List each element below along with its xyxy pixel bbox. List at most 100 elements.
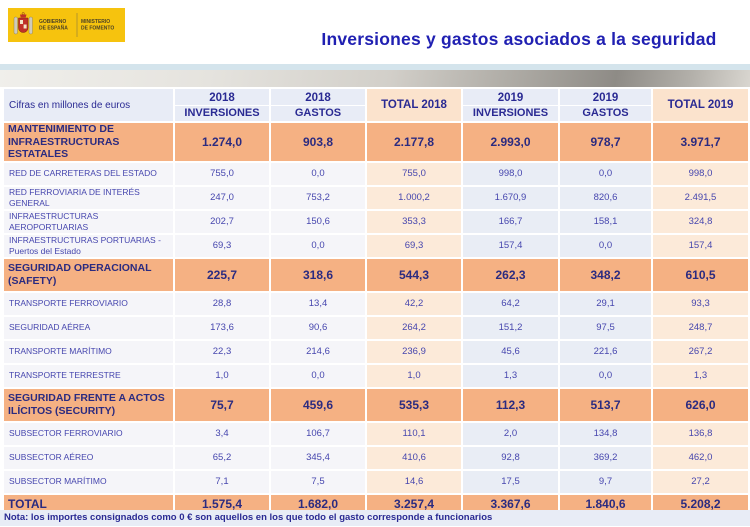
value-cell: 998,0 <box>651 160 750 187</box>
value-cell: 75,7 <box>173 386 271 423</box>
col-header-kind: INVERSIONES <box>176 105 268 119</box>
col-header-kind: INVERSIONES <box>464 105 557 119</box>
table-header-row: Cifras en millones de euros 2018 INVERSI… <box>2 87 750 123</box>
value-cell: 22,3 <box>173 338 271 365</box>
value-cell: 247,0 <box>173 184 271 211</box>
value-cell: 3.971,7 <box>651 121 750 163</box>
col-header-total-2019: TOTAL 2019 <box>651 87 750 123</box>
value-cell: 459,6 <box>269 386 367 423</box>
value-cell: 1,3 <box>461 362 560 389</box>
value-cell: 267,2 <box>651 338 750 365</box>
value-cell: 353,3 <box>365 208 463 235</box>
value-cell: 236,9 <box>365 338 463 365</box>
value-cell: 264,2 <box>365 314 463 341</box>
col-header-year: 2019 <box>497 92 524 104</box>
value-cell: 65,2 <box>173 444 271 471</box>
spain-coat-of-arms-icon <box>13 12 33 35</box>
row-label-cell: TRANSPORTE MARÍTIMO <box>2 338 175 365</box>
value-cell: 69,3 <box>173 232 271 259</box>
row-label-cell: SUBSECTOR AÉREO <box>2 444 175 471</box>
value-cell: 755,0 <box>365 160 463 187</box>
table-row: INFRAESTRUCTURAS PORTUARIAS - Puertos de… <box>2 232 750 259</box>
value-cell: 544,3 <box>365 256 463 293</box>
col-header-2018-gastos: 2018 GASTOS <box>269 87 367 123</box>
security-investments-table: Cifras en millones de euros 2018 INVERSI… <box>2 87 750 516</box>
value-cell: 157,4 <box>461 232 560 259</box>
col-header-kind: GASTOS <box>272 105 364 119</box>
table-body: MANTENIMIENTO DE INFRAESTRUCTURAS ESTATA… <box>2 121 750 516</box>
logo-government-label-line1: GOBIERNO <box>39 19 66 25</box>
logo-ministry-label-line1: MINISTERIO <box>81 19 110 25</box>
value-cell: 1,3 <box>651 362 750 389</box>
table-row: SUBSECTOR MARÍTIMO 7,1 7,5 14,6 17,5 9,7 27,2 <box>2 468 750 495</box>
value-cell: 324,8 <box>651 208 750 235</box>
value-cell: 2.993,0 <box>461 121 560 163</box>
value-cell: 2,0 <box>461 420 560 447</box>
value-cell: 110,1 <box>365 420 463 447</box>
value-cell: 348,2 <box>558 256 653 293</box>
logo-ministry-label-line2: DE FOMENTO <box>81 26 114 32</box>
value-cell: 753,2 <box>269 184 367 211</box>
value-cell: 3,4 <box>173 420 271 447</box>
row-label-cell: SUBSECTOR FERROVIARIO <box>2 420 175 447</box>
value-cell: 345,4 <box>269 444 367 471</box>
value-cell: 7,5 <box>269 468 367 495</box>
col-header-2018-inversiones: 2018 INVERSIONES <box>173 87 271 123</box>
table-row: SUBSECTOR AÉREO 65,2 345,4 410,6 92,8 369,2 46… <box>2 444 750 471</box>
value-cell: 28,8 <box>173 290 271 317</box>
table-row: INFRAESTRUCTURAS AEROPORTUARIAS 202,7 150,… <box>2 208 750 235</box>
value-cell: 64,2 <box>461 290 560 317</box>
row-label-cell: INFRAESTRUCTURAS AEROPORTUARIAS <box>2 208 175 235</box>
value-cell: 166,7 <box>461 208 560 235</box>
col-header-total-2018: TOTAL 2018 <box>365 87 463 123</box>
value-cell: 1.000,2 <box>365 184 463 211</box>
value-cell: 248,7 <box>651 314 750 341</box>
value-cell: 221,6 <box>558 338 653 365</box>
decor-clouds-band <box>0 70 750 87</box>
col-header-year: 2018 <box>305 92 331 104</box>
value-cell: 112,3 <box>461 386 560 423</box>
value-cell: 42,2 <box>365 290 463 317</box>
value-cell: 1.274,0 <box>173 121 271 163</box>
table-row: TRANSPORTE FERROVIARIO 28,8 13,4 42,2 64,2 29… <box>2 290 750 317</box>
page-title: Inversiones y gastos asociados a la segu… <box>321 29 717 49</box>
table-row: TRANSPORTE MARÍTIMO 22,3 214,6 236,9 45,6 221… <box>2 338 750 365</box>
value-cell: 1,0 <box>173 362 271 389</box>
row-label-cell: INFRAESTRUCTURAS PORTUARIAS - Puertos de… <box>2 232 175 259</box>
value-cell: 151,2 <box>461 314 560 341</box>
value-cell: 157,4 <box>651 232 750 259</box>
value-cell: 998,0 <box>461 160 560 187</box>
table-row: SUBSECTOR FERROVIARIO 3,4 106,7 110,1 2,0 134… <box>2 420 750 447</box>
value-cell: 369,2 <box>558 444 653 471</box>
col-header-year: 2019 <box>592 92 619 104</box>
value-cell: 1.670,9 <box>461 184 560 211</box>
row-label-cell: SEGURIDAD OPERACIONAL (SAFETY) <box>2 256 175 293</box>
value-cell: 535,3 <box>365 386 463 423</box>
logo-government-label-line2: DE ESPAÑA <box>39 25 68 32</box>
row-label-cell: SEGURIDAD FRENTE A ACTOS ILÍCITOS (SECUR… <box>2 386 175 423</box>
value-cell: 134,8 <box>558 420 653 447</box>
value-cell: 2.177,8 <box>365 121 463 163</box>
value-cell: 626,0 <box>651 386 750 423</box>
value-cell: 462,0 <box>651 444 750 471</box>
value-cell: 2.491,5 <box>651 184 750 211</box>
row-label-cell: RED FERROVIARIA DE INTERÉS GENERAL <box>2 184 175 211</box>
value-cell: 0,0 <box>558 232 653 259</box>
value-cell: 978,7 <box>558 121 653 163</box>
value-cell: 225,7 <box>173 256 271 293</box>
col-header-kind: GASTOS <box>561 105 650 119</box>
value-cell: 97,5 <box>558 314 653 341</box>
value-cell: 903,8 <box>269 121 367 163</box>
value-cell: 92,8 <box>461 444 560 471</box>
value-cell: 13,4 <box>269 290 367 317</box>
col-header-year: 2018 <box>209 92 235 104</box>
table-row: SEGURIDAD FRENTE A ACTOS ILÍCITOS (SECUR… <box>2 386 750 423</box>
value-cell: 173,6 <box>173 314 271 341</box>
value-cell: 0,0 <box>558 362 653 389</box>
value-cell: 14,6 <box>365 468 463 495</box>
value-cell: 158,1 <box>558 208 653 235</box>
value-cell: 150,6 <box>269 208 367 235</box>
table-row: RED DE CARRETERAS DEL ESTADO 755,0 0,0 755,… <box>2 160 750 187</box>
table-row: SEGURIDAD AÉREA 173,6 90,6 264,2 151,2 97,5 24… <box>2 314 750 341</box>
